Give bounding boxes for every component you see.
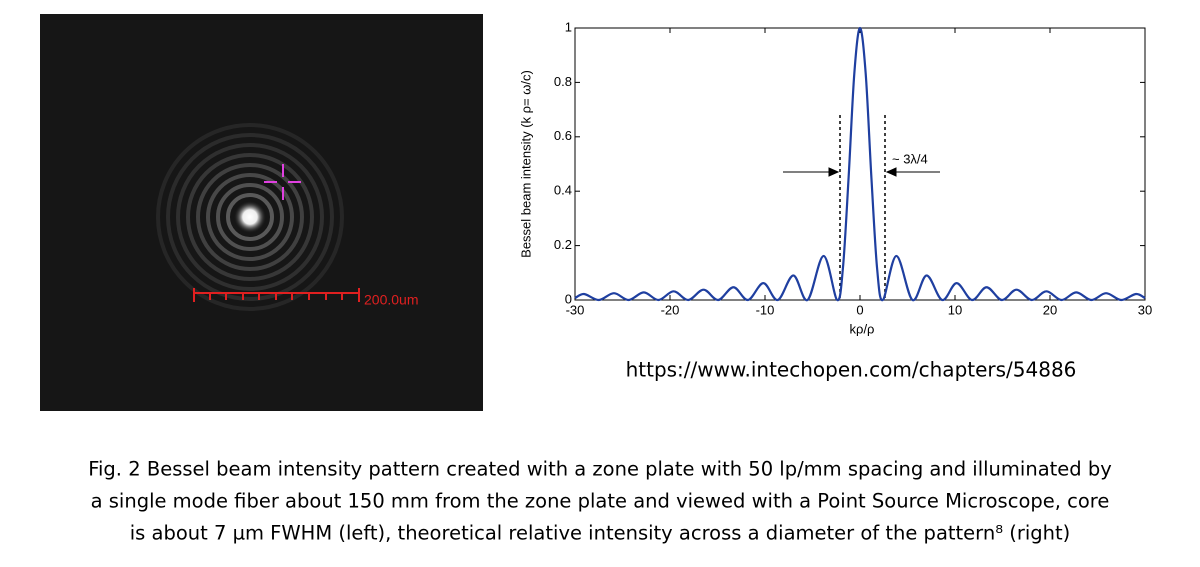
microscope-image: 200.0um [40,14,483,411]
scale-label: 200.0um [364,292,418,308]
caption-line: is about 7 µm FWHM (left), theoretical r… [130,522,1071,545]
x-tick-label: 10 [948,302,962,317]
source-url: https://www.intechopen.com/chapters/5488… [626,358,1077,382]
y-axis-label: Bessel beam intensity (k ρ= ω/c) [518,70,533,258]
x-tick-label: -20 [661,302,680,317]
caption-line: Fig. 2 Bessel beam intensity pattern cre… [88,458,1112,481]
x-axis-label: kρ/ρ [850,321,875,336]
x-tick-label: 20 [1043,302,1057,317]
data-line [574,26,1146,302]
plot-frame [574,27,1146,301]
y-tick-label: 0.2 [554,237,572,252]
chart: ~ 3λ/4 kρ/ρ Bessel beam intensity (k ρ= … [518,19,1152,336]
y-tick-label: 0.4 [554,183,572,198]
x-tick-label: 0 [856,302,863,317]
y-tick-label: 0.8 [554,74,572,89]
x-tick-label: -30 [566,302,585,317]
x-tick-label: 30 [1138,302,1152,317]
caption-line: a single mode fiber about 150 mm from th… [91,490,1110,513]
y-tick-label: 0 [565,291,572,306]
y-tick-label: 0.6 [554,128,572,143]
annotation-lines [839,115,886,300]
annotation: ~ 3λ/4 [892,151,928,166]
y-tick-label: 1 [565,19,572,34]
x-tick-label: -10 [756,302,775,317]
annotation-arrows [783,167,940,177]
